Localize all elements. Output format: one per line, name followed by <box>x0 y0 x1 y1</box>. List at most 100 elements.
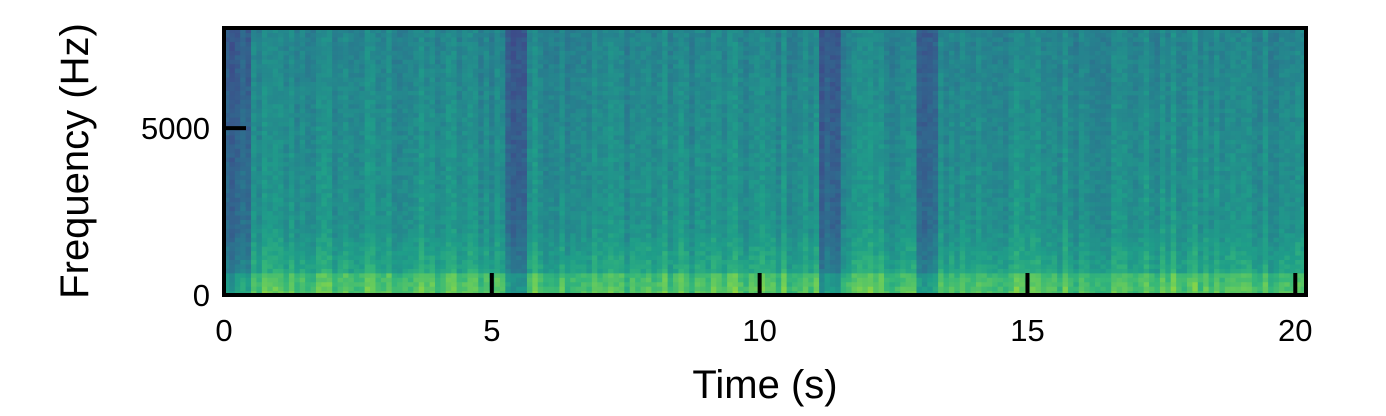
heatmap-cell <box>618 94 625 100</box>
heatmap-cell <box>413 201 420 207</box>
heatmap-cell <box>586 157 593 163</box>
heatmap-cell <box>272 28 279 34</box>
heatmap-cell <box>224 246 231 252</box>
heatmap-cell <box>613 214 620 220</box>
heatmap-cell <box>489 174 496 180</box>
heatmap-cell <box>261 246 268 252</box>
heatmap-cell <box>586 170 593 176</box>
heatmap-cell <box>429 201 436 207</box>
heatmap-cell <box>543 32 550 38</box>
heatmap-cell <box>288 63 295 69</box>
heatmap-cell <box>294 286 301 292</box>
heatmap-cell <box>581 112 588 118</box>
heatmap-cell <box>570 192 577 198</box>
heatmap-cell <box>656 99 663 105</box>
heatmap-cell <box>359 76 366 82</box>
heatmap-cell <box>667 157 674 163</box>
heatmap-cell <box>288 143 295 149</box>
heatmap-cell <box>272 94 279 100</box>
heatmap-cell <box>537 250 544 256</box>
heatmap-cell <box>380 188 387 194</box>
heatmap-cell <box>521 103 528 109</box>
heatmap-cell <box>656 125 663 131</box>
heatmap-cell <box>667 32 674 38</box>
heatmap-cell <box>618 237 625 243</box>
heatmap-cell <box>499 206 506 212</box>
heatmap-cell <box>451 90 458 96</box>
heatmap-cell <box>256 183 263 189</box>
heatmap-cell <box>537 197 544 203</box>
heatmap-cell <box>597 214 604 220</box>
heatmap-cell <box>407 197 414 203</box>
heatmap-cell <box>467 117 474 123</box>
heatmap-cell <box>640 85 647 91</box>
heatmap-cell <box>494 157 501 163</box>
heatmap-cell <box>343 76 350 82</box>
heatmap-cell <box>467 36 474 42</box>
heatmap-cell <box>413 99 420 105</box>
heatmap-cell <box>608 277 615 283</box>
heatmap-cell <box>261 76 268 82</box>
heatmap-cell <box>332 161 339 167</box>
heatmap-cell <box>240 219 247 225</box>
heatmap-cell <box>608 179 615 185</box>
heatmap-cell <box>397 148 404 154</box>
heatmap-cell <box>586 32 593 38</box>
heatmap-cell <box>618 54 625 60</box>
heatmap-cell <box>478 32 485 38</box>
heatmap-cell <box>478 94 485 100</box>
heatmap-cell <box>581 219 588 225</box>
heatmap-cell <box>337 223 344 229</box>
heatmap-cell <box>294 45 301 51</box>
heatmap-cell <box>532 268 539 274</box>
heatmap-cell <box>224 259 231 265</box>
heatmap-cell <box>472 50 479 56</box>
heatmap-cell <box>391 206 398 212</box>
heatmap-cell <box>343 32 350 38</box>
heatmap-cell <box>370 121 377 127</box>
heatmap-cell <box>261 90 268 96</box>
heatmap-cell <box>467 237 474 243</box>
heatmap-cell <box>224 108 231 114</box>
heatmap-cell <box>413 134 420 140</box>
heatmap-cell <box>245 179 252 185</box>
heatmap-cell <box>434 81 441 87</box>
heatmap-cell <box>629 188 636 194</box>
heatmap-cell <box>261 170 268 176</box>
heatmap-cell <box>332 121 339 127</box>
heatmap-cell <box>407 179 414 185</box>
heatmap-cell <box>261 139 268 145</box>
heatmap-cell <box>581 197 588 203</box>
heatmap-cell <box>229 263 236 269</box>
heatmap-cell <box>489 36 496 42</box>
heatmap-cell <box>326 237 333 243</box>
heatmap-cell <box>234 259 241 265</box>
heatmap-cell <box>283 36 290 42</box>
heatmap-cell <box>380 103 387 109</box>
heatmap-cell <box>332 241 339 247</box>
heatmap-cell <box>321 108 328 114</box>
heatmap-cell <box>462 99 469 105</box>
heatmap-cell <box>613 76 620 82</box>
heatmap-cell <box>570 117 577 123</box>
heatmap-cell <box>472 59 479 65</box>
heatmap-cell <box>234 134 241 140</box>
heatmap-cell <box>343 197 350 203</box>
heatmap-cell <box>407 63 414 69</box>
heatmap-cell <box>224 94 231 100</box>
heatmap-cell <box>288 134 295 140</box>
heatmap-cell <box>483 246 490 252</box>
heatmap-cell <box>256 241 263 247</box>
heatmap-cell <box>505 241 512 247</box>
heatmap-cell <box>624 259 631 265</box>
heatmap-cell <box>326 45 333 51</box>
heatmap-cell <box>294 41 301 47</box>
heatmap-cell <box>386 237 393 243</box>
heatmap-cell <box>656 286 663 292</box>
heatmap-cell <box>570 259 577 265</box>
heatmap-cell <box>370 63 377 69</box>
heatmap-cell <box>434 108 441 114</box>
heatmap-cell <box>424 263 431 269</box>
heatmap-cell <box>667 50 674 56</box>
heatmap-cell <box>315 157 322 163</box>
